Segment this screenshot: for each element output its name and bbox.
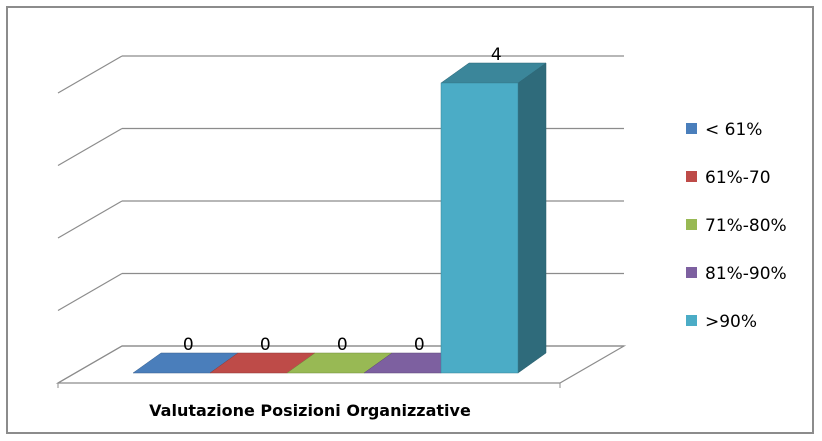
legend-label: >90% [705, 312, 758, 332]
data-label: 0 [260, 335, 271, 355]
data-label: 0 [414, 335, 425, 355]
floor-outline [55, 345, 627, 384]
legend-label: 81%-90% [705, 264, 787, 284]
data-label: 4 [491, 45, 502, 65]
legend-label: < 61% [705, 120, 763, 140]
legend-item: 71%-80% [686, 216, 787, 238]
gridline-depth [57, 127, 123, 167]
legend-label: 61%-70 [705, 168, 771, 188]
legend-item: 61%-70 [686, 168, 771, 190]
legend-item: < 61% [686, 120, 762, 142]
legend-swatch [686, 315, 697, 326]
data-labels: 0 0 0 0 4 [183, 45, 502, 355]
legend-swatch [686, 123, 697, 134]
data-label: 0 [183, 335, 194, 355]
legend-item: 81%-90% [686, 264, 787, 286]
gridline-depth [57, 200, 123, 239]
legend-item: >90% [686, 312, 757, 334]
bar-side [517, 62, 547, 374]
legend-swatch [686, 267, 697, 278]
data-label: 0 [337, 335, 348, 355]
bars [132, 62, 547, 374]
legend-label: 71%-80% [705, 216, 787, 236]
gridline-depth [57, 55, 123, 94]
legend-swatch [686, 171, 697, 182]
legend-swatch [686, 219, 697, 230]
chart-floor [55, 345, 627, 388]
x-axis-label: Valutazione Posizioni Organizzative [149, 401, 471, 420]
bar [440, 82, 519, 374]
gridline-depth [57, 272, 123, 312]
